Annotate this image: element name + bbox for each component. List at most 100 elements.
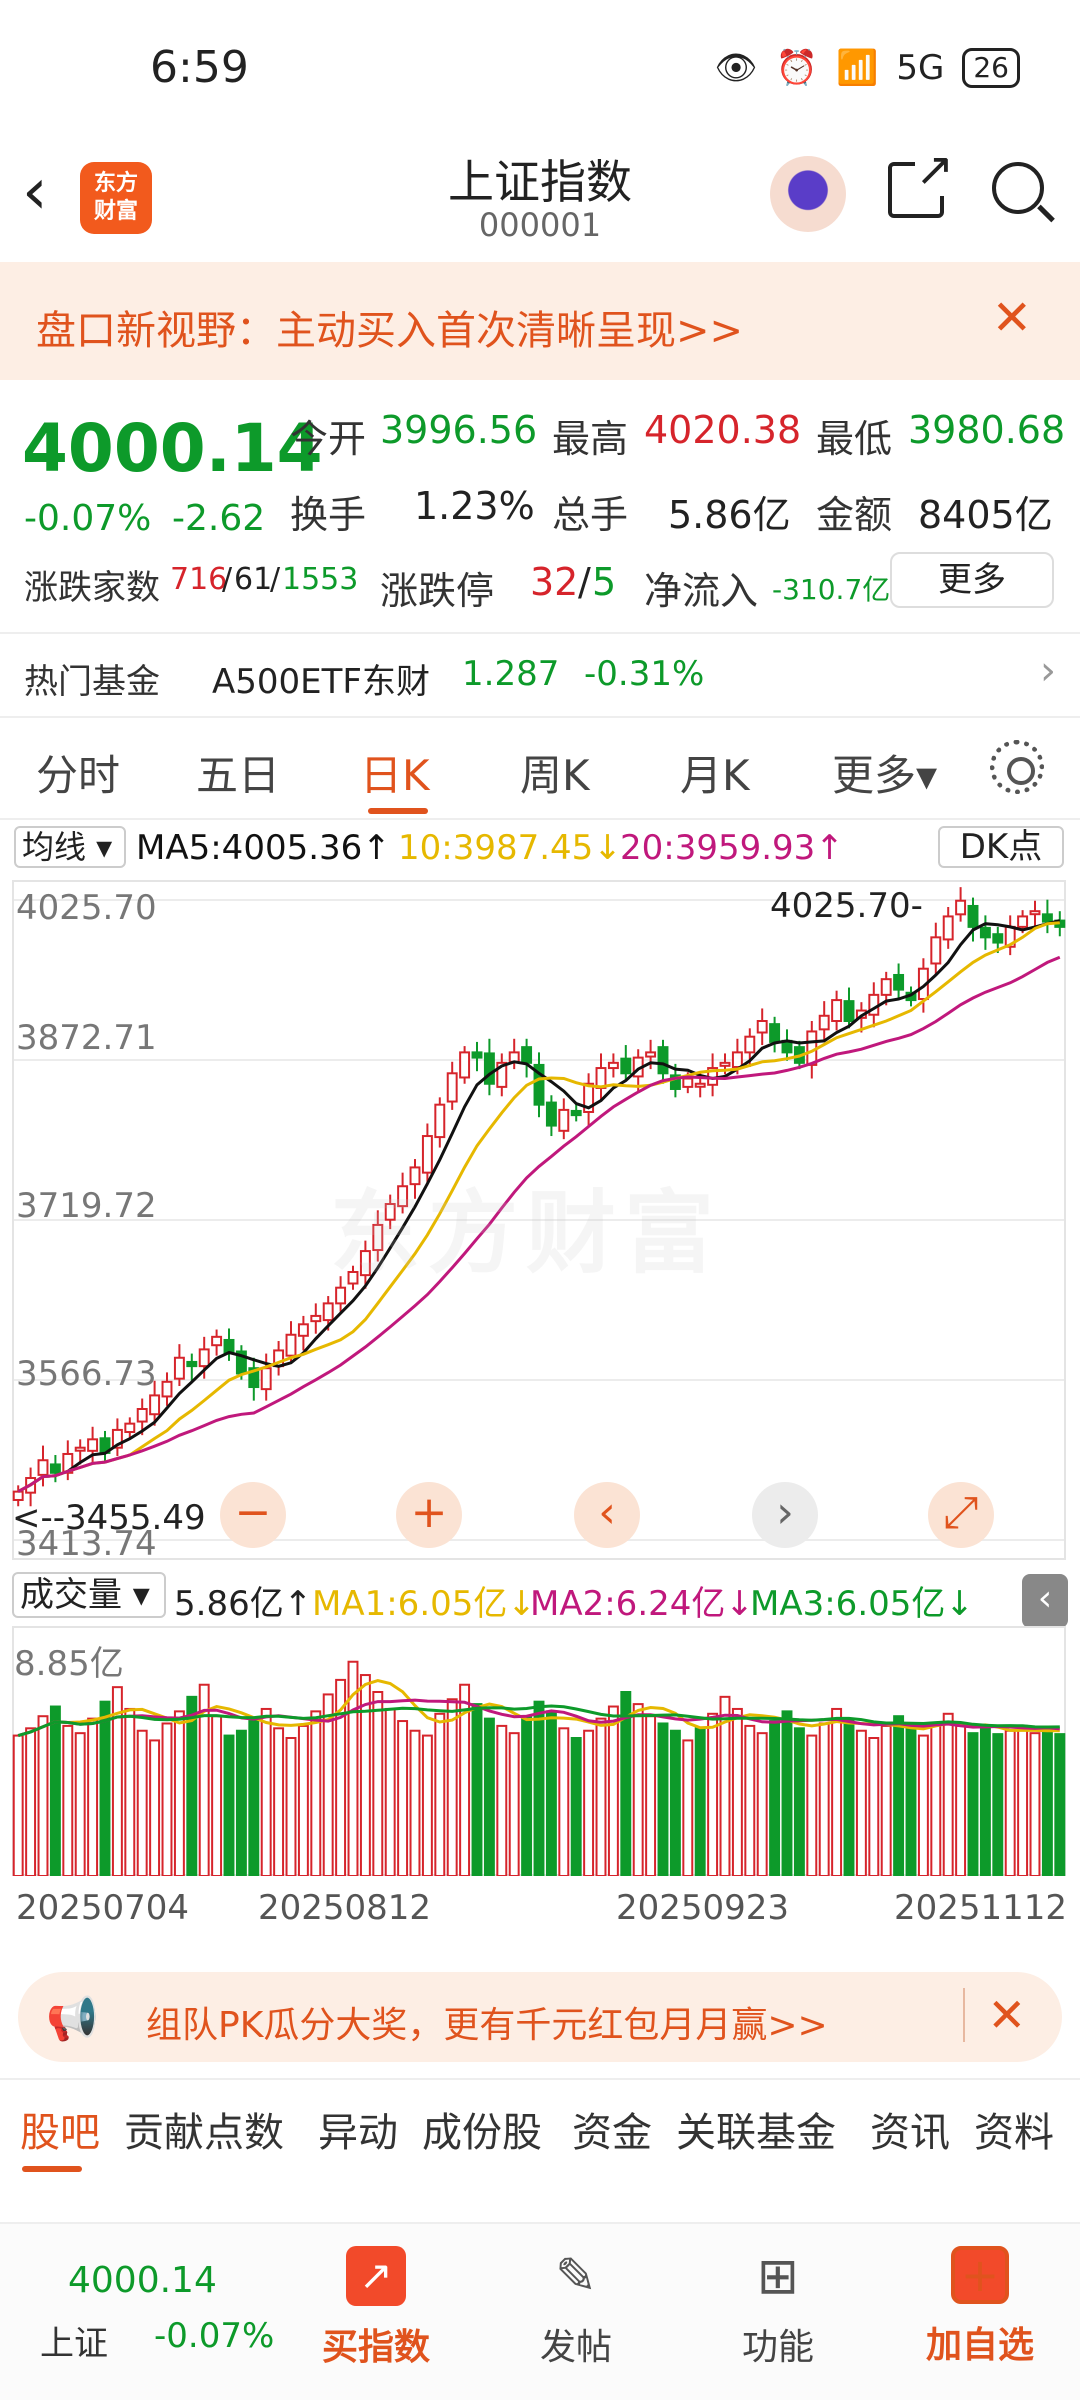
- footer-change[interactable]: -0.07%: [154, 2316, 275, 2356]
- tab-intraday[interactable]: 分时: [36, 751, 121, 800]
- tab-anomaly[interactable]: 异动: [318, 2110, 398, 2156]
- candle-body: [446, 1072, 458, 1103]
- post-button[interactable]: ✎ 发帖: [496, 2246, 656, 2370]
- tab-contribution[interactable]: 贡献点数: [124, 2110, 284, 2156]
- candlestick-chart[interactable]: [12, 880, 1066, 1560]
- breadth-up: 716: [170, 562, 228, 597]
- volume-bar: [669, 1729, 681, 1876]
- candle-body: [955, 899, 967, 916]
- info-tabs: 股吧 贡献点数 异动 成份股 资金 关联基金 资讯 资料: [0, 2078, 1080, 2174]
- candle-body: [942, 915, 954, 941]
- chevron-right-icon[interactable]: ›: [1040, 648, 1056, 694]
- y-axis-label: 3719.72: [16, 1186, 157, 1226]
- fund-name[interactable]: A500ETF东财: [212, 662, 430, 702]
- ma5-line: [17, 919, 1061, 1493]
- volume-selector[interactable]: 成交量 ▾: [12, 1572, 166, 1618]
- edit-icon: ✎: [555, 2247, 597, 2305]
- tab-related-funds[interactable]: 关联基金: [676, 2110, 836, 2156]
- function-label: 功能: [741, 2327, 814, 2368]
- banner-text[interactable]: 盘口新视野：主动买入首次清晰呈现>>: [36, 308, 744, 354]
- volume-bar: [1017, 1724, 1029, 1876]
- volume-bar: [657, 1722, 669, 1876]
- tab-more[interactable]: 更多▾: [832, 751, 938, 800]
- volume-chart[interactable]: [12, 1626, 1066, 1876]
- volume-bar: [521, 1715, 533, 1876]
- tab-monthly-k[interactable]: 月K: [680, 751, 750, 800]
- candle-body: [322, 1302, 334, 1322]
- candle-body: [372, 1223, 384, 1252]
- tab-profile[interactable]: 资料: [974, 2110, 1054, 2156]
- volume-bar: [620, 1691, 632, 1876]
- assistant-robot-icon[interactable]: [770, 156, 846, 232]
- candle-body: [880, 978, 892, 996]
- low-label: 最低: [816, 417, 893, 461]
- volume-bar: [273, 1727, 285, 1876]
- candle-body: [297, 1323, 309, 1337]
- app-logo: 东方 财富: [80, 162, 152, 234]
- volume-bar: [855, 1729, 867, 1876]
- status-bar: 6:59 👁 ⏰ 📶 5G 26: [0, 0, 1080, 140]
- candle-body: [459, 1051, 471, 1079]
- zoom-in-button[interactable]: +: [396, 1482, 462, 1548]
- close-icon[interactable]: ✕: [963, 1988, 1026, 2042]
- function-button[interactable]: ⊞ 功能: [698, 2246, 858, 2370]
- volume-label: 总手: [552, 493, 629, 537]
- volume-bar: [136, 1729, 148, 1876]
- breadth-separator: /: [222, 562, 233, 597]
- tab-daily-k[interactable]: 日K: [360, 751, 430, 800]
- promo-banner[interactable]: 📢 组队PK瓜分大奖，更有千元红包月月赢>> ✕: [18, 1972, 1062, 2062]
- divider: [0, 716, 1080, 718]
- status-time: 6:59: [150, 42, 249, 93]
- status-icons: 👁 ⏰ 📶 5G 26: [715, 48, 1020, 88]
- ma20-value: 20:3959.93↑: [620, 828, 844, 868]
- tab-capital[interactable]: 资金: [572, 2110, 652, 2156]
- scroll-right-button[interactable]: ›: [752, 1482, 818, 1548]
- footer-index-name[interactable]: 上证: [40, 2324, 108, 2364]
- footer-price[interactable]: 4000.14: [68, 2260, 217, 2301]
- candle-body: [198, 1348, 210, 1368]
- min-price-label: <--3455.49: [12, 1498, 206, 1538]
- candle-body: [285, 1333, 297, 1357]
- volume-bar: [87, 1717, 99, 1876]
- search-icon[interactable]: [992, 162, 1044, 214]
- low-value: 3980.68: [908, 408, 1066, 452]
- volume-bar: [880, 1724, 892, 1876]
- gear-icon[interactable]: [990, 740, 1044, 794]
- bottom-toolbar: 4000.14 上证 -0.07% ↗ 买指数 ✎ 发帖 ⊞ 功能 + 加自选: [0, 2222, 1080, 2400]
- volume-bar: [930, 1722, 942, 1876]
- more-button[interactable]: 更多: [890, 552, 1054, 608]
- dk-point-button[interactable]: DK点: [938, 826, 1064, 868]
- fullscreen-button[interactable]: ⤢: [928, 1482, 994, 1548]
- candle-body: [347, 1270, 359, 1285]
- tab-news[interactable]: 资讯: [870, 2110, 950, 2156]
- buy-index-button[interactable]: ↗ 买指数: [296, 2246, 456, 2370]
- close-icon[interactable]: ✕: [991, 290, 1032, 346]
- zoom-out-button[interactable]: −: [220, 1482, 286, 1548]
- ma5-value: MA5:4005.36↑: [136, 828, 391, 868]
- tab-forum[interactable]: 股吧: [20, 2110, 100, 2156]
- volume-bar: [161, 1722, 173, 1876]
- candle-body: [694, 1082, 706, 1088]
- breadth-separator: /: [270, 562, 281, 597]
- candle-body: [496, 1061, 508, 1088]
- hot-fund-row[interactable]: 热门基金 A500ETF东财 1.287 -0.31% ›: [0, 636, 1080, 716]
- volume-bar: [471, 1703, 483, 1876]
- volume-bar: [583, 1729, 595, 1876]
- tab-constituents[interactable]: 成份股: [422, 2110, 542, 2156]
- volume-bar: [248, 1720, 260, 1876]
- promo-text[interactable]: 组队PK瓜分大奖，更有千元红包月月赢>>: [146, 2005, 828, 2046]
- tab-five-day[interactable]: 五日: [196, 751, 281, 800]
- tab-weekly-k[interactable]: 周K: [520, 751, 590, 800]
- candle-body: [310, 1314, 322, 1323]
- candle-body: [409, 1166, 421, 1186]
- candle-body: [124, 1422, 136, 1434]
- side-panel-toggle[interactable]: ‹: [1022, 1574, 1068, 1628]
- add-watchlist-button[interactable]: + 加自选: [900, 2246, 1060, 2368]
- back-icon[interactable]: ‹: [22, 155, 48, 229]
- scroll-left-button[interactable]: ‹: [574, 1482, 640, 1548]
- chart-frame: [12, 880, 1066, 1560]
- share-icon[interactable]: [888, 142, 954, 218]
- candle-body: [335, 1286, 347, 1305]
- ma-selector[interactable]: 均线 ▾: [14, 826, 126, 868]
- info-banner[interactable]: 盘口新视野：主动买入首次清晰呈现>> ✕: [0, 262, 1080, 380]
